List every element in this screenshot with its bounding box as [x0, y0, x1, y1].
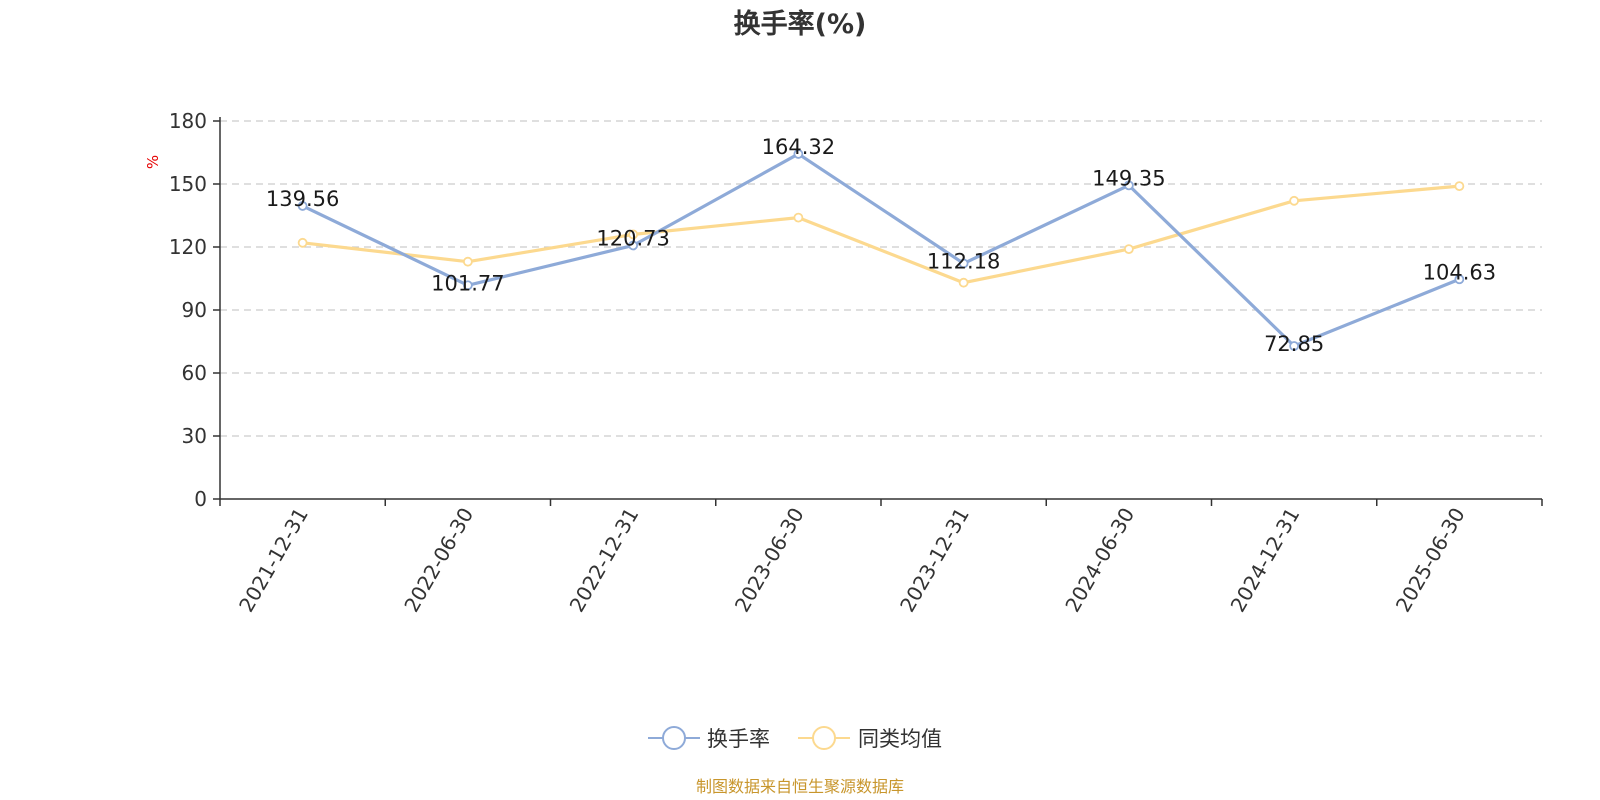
data-label: 72.85 — [1264, 332, 1324, 356]
y-tick-label: 120 — [169, 235, 207, 259]
legend-marker — [812, 726, 836, 750]
x-tick-label: 2023-06-30 — [730, 504, 809, 617]
y-tick-label: 150 — [169, 172, 207, 196]
series-point-1 — [1289, 195, 1300, 206]
x-tick-label: 2022-12-31 — [565, 504, 644, 617]
grid-lines — [220, 120, 1542, 437]
data-label: 139.56 — [266, 187, 339, 211]
series-point-0 — [793, 149, 804, 159]
series-point-0 — [958, 258, 969, 269]
y-tick-label: 30 — [182, 424, 207, 448]
series-line-0 — [301, 152, 1460, 348]
data-label: 120.73 — [596, 226, 669, 250]
legend-label-peer-average: 同类均值 — [858, 727, 942, 751]
series-point-1 — [1123, 244, 1134, 255]
series-point-1 — [462, 256, 473, 267]
data-label: 164.32 — [762, 135, 835, 159]
x-tick-label: 2023-12-31 — [895, 504, 974, 617]
legend-item-peer-average[interactable]: 同类均值 — [798, 726, 942, 751]
series-point-1 — [628, 229, 639, 240]
series-point-1 — [1454, 181, 1465, 192]
y-axis-unit: % — [144, 155, 162, 169]
legend-item-turnover[interactable]: 换手率 — [648, 726, 770, 751]
x-tick-label: 2024-12-31 — [1226, 504, 1305, 617]
series-point-0 — [1454, 274, 1465, 285]
series-point-1 — [958, 277, 969, 288]
series-point-0 — [1123, 180, 1134, 191]
legend-marker — [662, 726, 686, 750]
x-tick-label: 2021-12-31 — [234, 504, 313, 617]
series-point-0 — [462, 280, 473, 291]
series-point-0 — [628, 240, 639, 251]
source-note: 制图数据来自恒生聚源数据库 — [696, 777, 904, 796]
data-label: 101.77 — [431, 271, 504, 295]
series-point-1 — [793, 212, 804, 223]
y-tick-label: 0 — [194, 487, 207, 511]
series-point-1 — [297, 237, 308, 248]
y-tick-label: 180 — [169, 109, 207, 133]
data-label: 112.18 — [927, 249, 1000, 273]
y-tick-label: 60 — [182, 361, 207, 385]
y-tick-label: 90 — [182, 298, 207, 322]
series-point-0 — [297, 201, 308, 211]
data-label: 149.35 — [1092, 166, 1165, 190]
legend[interactable]: 换手率 同类均值 — [648, 726, 942, 751]
x-tick-label: 2022-06-30 — [399, 504, 478, 617]
series-layer — [297, 149, 1465, 351]
x-tick-label: 2024-06-30 — [1060, 504, 1139, 617]
legend-label-turnover: 换手率 — [707, 727, 770, 751]
data-labels: 139.56 101.77 120.73 164.32 112.18 149.35 72.8… — [266, 135, 1496, 356]
chart-title: 换手率(%) — [734, 8, 867, 40]
series-point-0 — [1289, 341, 1300, 351]
data-label: 104.63 — [1423, 260, 1496, 284]
axes: 0 30 60 90 120 150 180 2021-12-31 2022-06-30 2022… — [169, 109, 1543, 617]
series-line-1 — [302, 184, 1460, 285]
x-tick-label: 2025-06-30 — [1391, 504, 1470, 617]
